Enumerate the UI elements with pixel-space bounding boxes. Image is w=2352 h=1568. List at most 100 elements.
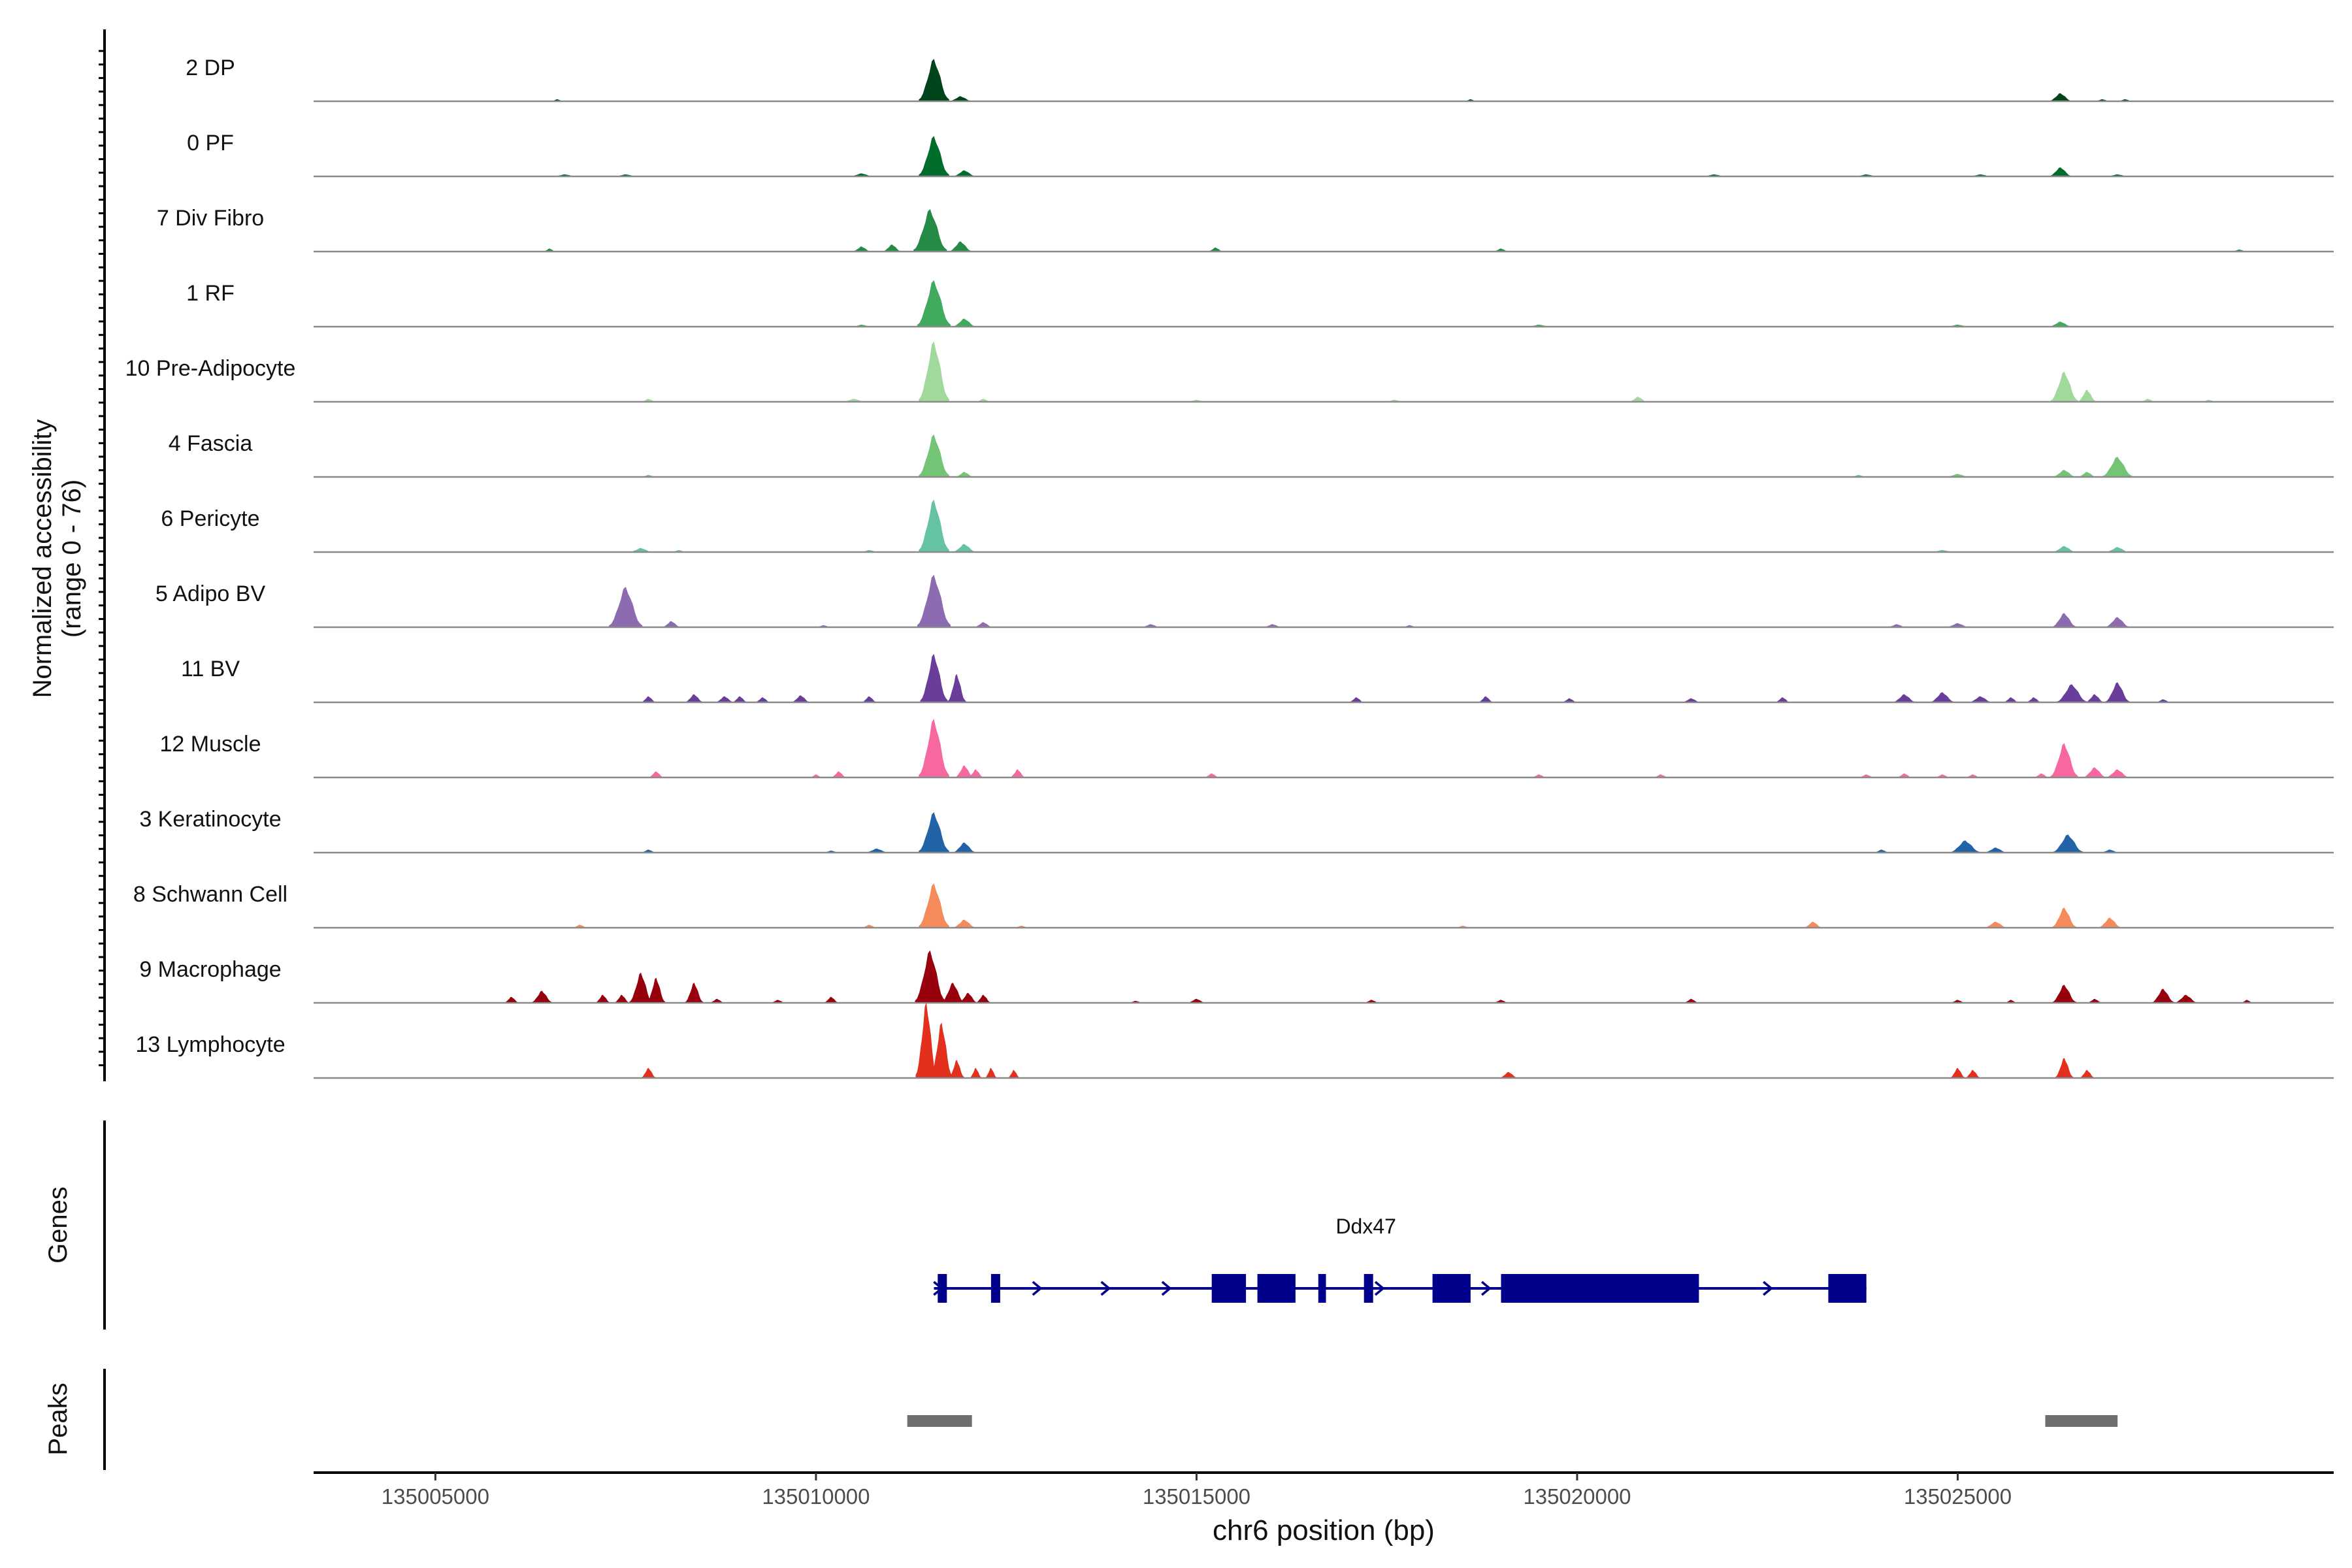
coverage-peak — [2085, 694, 2104, 702]
coverage-peak — [2049, 167, 2072, 176]
gene-exon — [1828, 1274, 1867, 1303]
coverage-peak — [1682, 698, 1701, 702]
coverage-peak — [930, 1022, 953, 1078]
track-label: 0 PF — [187, 131, 234, 155]
coverage-peak — [709, 998, 725, 1003]
coverage-peak — [953, 842, 976, 853]
coverage-peak — [2099, 917, 2121, 928]
coverage-peak — [685, 983, 704, 1003]
coverage-peak — [2003, 697, 2019, 702]
coverage-peak — [1204, 773, 1220, 777]
coverage-peak — [2087, 998, 2102, 1003]
coverage-track-6 — [314, 499, 2334, 553]
track-label: 6 Pericyte — [161, 506, 259, 531]
coverage-peak — [2051, 907, 2077, 928]
coverage-peak — [2049, 321, 2072, 327]
coverage-peak — [1950, 1068, 1966, 1078]
coverage-peak — [955, 472, 974, 477]
coverage-peak — [2026, 697, 2042, 702]
coverage-peak — [1965, 1070, 1981, 1078]
y-axis — [99, 29, 106, 1081]
coverage-peak — [2105, 617, 2130, 627]
genes-panel-label: Genes — [44, 1186, 73, 1264]
coverage-peak — [920, 653, 948, 702]
coverage-peak — [2102, 457, 2133, 477]
coverage-peak — [2051, 985, 2077, 1003]
track-label: 11 BV — [181, 657, 240, 681]
coverage-peak — [823, 996, 839, 1003]
x-axis-tick-label: 135020000 — [1523, 1484, 1631, 1509]
coverage-track-3 — [314, 280, 2334, 328]
coverage-peak — [947, 674, 966, 702]
y-axis-title-line2: (range 0 - 76) — [57, 480, 86, 638]
coverage-peak — [831, 771, 847, 777]
strand-arrow-icon — [1161, 1281, 1172, 1296]
coverage-track-9 — [314, 719, 2334, 779]
coverage-peak — [641, 696, 657, 702]
coverage-peak — [685, 694, 704, 702]
y-axis-ticks — [99, 50, 105, 1066]
coverage-peak — [732, 696, 748, 702]
coverage-peak — [2083, 767, 2106, 777]
coverage-peak — [2079, 1070, 2095, 1078]
track-label: 2 DP — [186, 56, 235, 80]
gene-name-label: Ddx47 — [1335, 1215, 1396, 1238]
coverage-peak — [531, 990, 553, 1003]
coverage-peak — [958, 992, 977, 1003]
coverage-peak — [791, 695, 810, 702]
coverage-peak — [2078, 389, 2097, 402]
x-axis-tick-label: 135010000 — [762, 1484, 870, 1509]
y-axis-title-line1: Normalized accessibility — [28, 419, 57, 698]
peaks-track: Peaks — [44, 1369, 2118, 1470]
track-label: 8 Schwann Cell — [133, 882, 287, 907]
coverage-peak — [949, 1060, 965, 1078]
coverage-peak — [1930, 692, 1955, 702]
coverage-peak — [2174, 994, 2198, 1003]
coverage-peak — [919, 883, 949, 928]
coverage-peak — [1968, 696, 1992, 702]
coverage-peak — [919, 499, 949, 552]
x-axis: 135005000 135010000 135015000 135020000 1350… — [314, 1471, 2334, 1509]
track-label: 7 Div Fibro — [157, 206, 264, 231]
coverage-peak — [2055, 1058, 2074, 1078]
x-axis-tick-label: 135015000 — [1143, 1484, 1250, 1509]
track-labels: 2 DP 0 PF 7 Div Fibro 1 RF 10 Pre-Adipocyte 4… — [125, 56, 296, 1057]
gene-exon — [1501, 1274, 1699, 1303]
coverage-peak — [1897, 773, 1912, 777]
coverage-track-1 — [314, 136, 2334, 178]
gene-exon — [1432, 1274, 1471, 1303]
coverage-peak — [861, 696, 877, 702]
coverage-peak — [2151, 988, 2175, 1003]
coverage-peak — [975, 994, 991, 1003]
coverage-peak — [2034, 773, 2050, 777]
coverage-peak — [919, 341, 949, 402]
coverage-peak — [953, 544, 976, 552]
x-axis-tick-label: 135025000 — [1904, 1484, 2012, 1509]
coverage-peak — [2056, 684, 2087, 702]
coverage-peak — [919, 812, 949, 853]
coverage-peak — [2053, 470, 2076, 477]
coverage-peak — [641, 1068, 657, 1078]
coverage-peak — [1348, 697, 1364, 702]
coverage-peak — [970, 1068, 982, 1078]
coverage-peak — [1629, 397, 1648, 402]
coverage-peak — [1561, 698, 1577, 702]
coverage-peak — [755, 697, 770, 702]
coverage-track-2 — [314, 209, 2334, 253]
coverage-peak — [2053, 546, 2076, 552]
track-label: 10 Pre-Adipocyte — [125, 356, 296, 381]
coverage-track-5 — [314, 434, 2334, 478]
coverage-track-11 — [314, 883, 2334, 929]
coverage-peak — [915, 950, 945, 1003]
peak-region — [907, 1415, 972, 1427]
coverage-peak — [614, 994, 630, 1003]
coverage-track-7 — [314, 574, 2334, 629]
coverage-peak — [1007, 1070, 1021, 1078]
coverage-peak — [2053, 834, 2083, 853]
coverage-peak — [1499, 1071, 1518, 1078]
coverage-peak — [949, 96, 972, 101]
coverage-peak — [629, 547, 653, 552]
strand-arrow-icon — [1100, 1281, 1111, 1296]
gene-exon — [1211, 1274, 1247, 1303]
x-axis-title: chr6 position (bp) — [1213, 1514, 1435, 1546]
